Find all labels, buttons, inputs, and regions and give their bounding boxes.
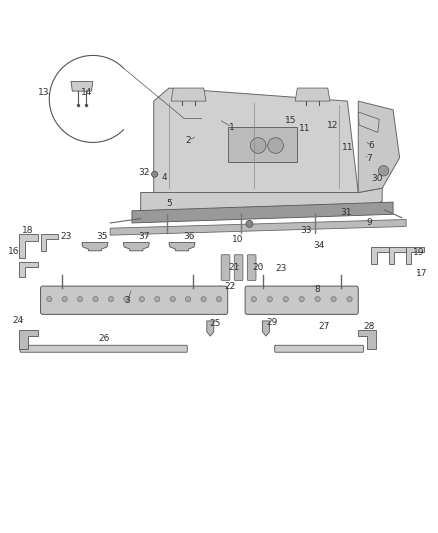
Polygon shape <box>19 329 39 349</box>
Text: 6: 6 <box>368 141 374 150</box>
Text: 22: 22 <box>224 281 236 290</box>
Circle shape <box>47 296 52 302</box>
Polygon shape <box>228 127 297 162</box>
Circle shape <box>186 296 191 302</box>
Text: 3: 3 <box>125 296 131 305</box>
Text: 31: 31 <box>341 208 352 217</box>
Polygon shape <box>171 88 206 101</box>
Polygon shape <box>358 112 379 133</box>
Text: 24: 24 <box>12 317 24 326</box>
Text: 18: 18 <box>22 226 33 235</box>
Circle shape <box>62 296 67 302</box>
Circle shape <box>152 171 158 177</box>
Circle shape <box>299 296 304 302</box>
Circle shape <box>378 166 389 176</box>
Text: 16: 16 <box>8 247 19 256</box>
Text: 11: 11 <box>300 124 311 133</box>
Text: 14: 14 <box>81 88 92 97</box>
Text: 8: 8 <box>314 285 320 294</box>
FancyBboxPatch shape <box>245 286 358 314</box>
Text: 33: 33 <box>300 226 312 235</box>
Circle shape <box>139 296 145 302</box>
Polygon shape <box>71 82 93 91</box>
Text: 20: 20 <box>252 263 264 272</box>
Polygon shape <box>295 88 330 101</box>
Polygon shape <box>19 262 39 277</box>
Circle shape <box>170 296 175 302</box>
Circle shape <box>283 296 288 302</box>
Text: 30: 30 <box>371 174 383 183</box>
Circle shape <box>315 296 320 302</box>
FancyBboxPatch shape <box>20 345 187 352</box>
Polygon shape <box>82 243 108 251</box>
Text: 5: 5 <box>166 199 172 208</box>
Text: 35: 35 <box>97 232 108 241</box>
Circle shape <box>267 296 272 302</box>
Text: 36: 36 <box>184 232 195 241</box>
Polygon shape <box>141 188 382 212</box>
Circle shape <box>201 296 206 302</box>
FancyBboxPatch shape <box>247 255 256 280</box>
Text: 29: 29 <box>266 318 278 327</box>
Circle shape <box>246 220 253 228</box>
Polygon shape <box>358 101 399 192</box>
Text: 34: 34 <box>314 241 325 250</box>
Polygon shape <box>207 321 214 336</box>
FancyBboxPatch shape <box>275 345 364 352</box>
Text: 12: 12 <box>327 121 339 130</box>
Circle shape <box>155 296 160 302</box>
Text: 23: 23 <box>60 231 71 240</box>
Text: 27: 27 <box>318 321 330 330</box>
Text: 13: 13 <box>38 88 50 97</box>
Polygon shape <box>389 247 406 264</box>
Text: 17: 17 <box>416 269 427 278</box>
FancyBboxPatch shape <box>221 255 230 280</box>
Text: 9: 9 <box>366 219 372 228</box>
Polygon shape <box>132 202 393 223</box>
Polygon shape <box>41 234 58 251</box>
Text: 26: 26 <box>98 334 110 343</box>
Circle shape <box>108 296 113 302</box>
Text: 2: 2 <box>186 136 191 145</box>
Polygon shape <box>262 321 269 336</box>
Circle shape <box>93 296 98 302</box>
Circle shape <box>251 138 266 154</box>
Polygon shape <box>358 329 376 349</box>
Text: 21: 21 <box>229 263 240 272</box>
Polygon shape <box>406 247 424 264</box>
Polygon shape <box>169 243 195 251</box>
Text: 23: 23 <box>276 264 287 273</box>
Text: 15: 15 <box>285 116 297 125</box>
Circle shape <box>216 296 222 302</box>
Text: 1: 1 <box>229 123 235 132</box>
Circle shape <box>331 296 336 302</box>
Circle shape <box>347 296 352 302</box>
Text: 19: 19 <box>413 248 424 257</box>
Text: 25: 25 <box>210 319 221 328</box>
Text: 32: 32 <box>138 168 149 177</box>
Polygon shape <box>123 243 149 251</box>
Circle shape <box>124 296 129 302</box>
Text: 28: 28 <box>364 321 375 330</box>
Polygon shape <box>19 234 39 258</box>
Text: 37: 37 <box>138 232 150 241</box>
Circle shape <box>268 138 283 154</box>
Circle shape <box>78 296 83 302</box>
Text: 7: 7 <box>366 154 372 163</box>
Polygon shape <box>110 220 406 235</box>
FancyBboxPatch shape <box>234 255 243 280</box>
Circle shape <box>251 296 256 302</box>
Polygon shape <box>371 247 389 264</box>
FancyBboxPatch shape <box>41 286 228 314</box>
Text: 10: 10 <box>233 235 244 244</box>
Text: 4: 4 <box>162 173 167 182</box>
Text: 11: 11 <box>342 143 353 152</box>
Polygon shape <box>154 88 358 192</box>
